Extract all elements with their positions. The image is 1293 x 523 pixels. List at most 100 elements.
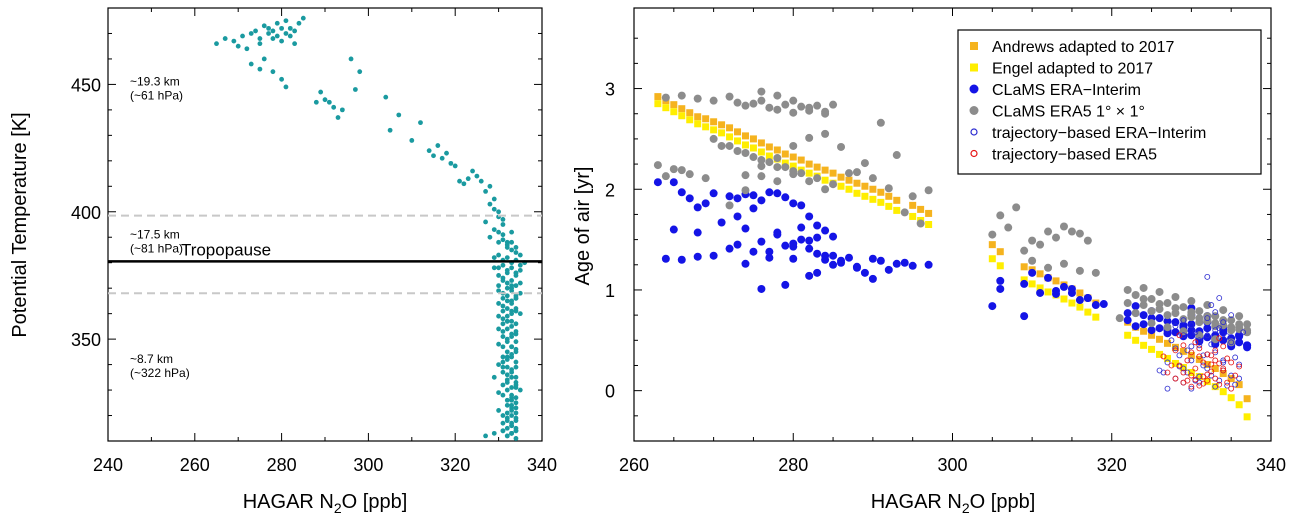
data-point xyxy=(504,425,510,431)
clams-point xyxy=(1171,293,1180,302)
clams-point xyxy=(1179,303,1188,312)
model-square-point xyxy=(1171,359,1179,367)
data-point xyxy=(496,408,501,413)
clams-point xyxy=(781,280,790,289)
clams-point xyxy=(1163,329,1172,338)
data-point xyxy=(222,36,228,41)
clams-point xyxy=(709,189,718,198)
data-point xyxy=(513,364,519,370)
trajectory-point xyxy=(1180,342,1187,349)
model-square-point xyxy=(765,152,773,160)
data-point xyxy=(500,217,506,222)
model-square-point xyxy=(757,148,765,156)
clams-point xyxy=(733,146,742,155)
data-point xyxy=(500,237,506,243)
x-tick-label: 240 xyxy=(93,455,123,475)
model-square-point xyxy=(1211,364,1219,372)
model-square-point xyxy=(1243,395,1251,403)
trajectory-point xyxy=(1236,375,1243,382)
trajectory-point xyxy=(1224,355,1231,362)
trajectory-point xyxy=(1176,362,1183,369)
clams-point xyxy=(797,102,806,111)
clams-point xyxy=(741,186,750,195)
y-tick-label: 0 xyxy=(605,382,615,402)
data-point xyxy=(513,250,519,255)
data-point xyxy=(292,28,298,34)
trajectory-point xyxy=(1216,335,1223,342)
x-tick-label: 340 xyxy=(1256,455,1286,475)
y-tick-label: 1 xyxy=(605,281,615,301)
clams-point xyxy=(789,141,798,150)
data-point xyxy=(509,288,515,294)
trajectory-point xyxy=(1196,353,1203,360)
clams-point xyxy=(789,96,798,105)
model-square-point xyxy=(1140,341,1148,349)
trajectory-point xyxy=(1180,317,1187,324)
data-point xyxy=(509,405,515,411)
data-point xyxy=(509,374,515,380)
model-square-point xyxy=(686,109,694,117)
data-point xyxy=(517,387,523,393)
clams-point xyxy=(1195,307,1204,316)
trajectory-point xyxy=(1212,309,1219,316)
data-point xyxy=(257,36,263,41)
data-point xyxy=(331,104,337,110)
trajectory-point xyxy=(1236,363,1243,370)
trajectory-point xyxy=(1192,365,1199,372)
data-point xyxy=(500,303,506,309)
trajectory-point xyxy=(1204,315,1211,322)
clams-point xyxy=(1099,300,1108,309)
x-tick-label: 300 xyxy=(937,455,967,475)
clams-point xyxy=(1012,203,1021,212)
data-point xyxy=(517,267,523,273)
trajectory-point xyxy=(1172,345,1179,352)
model-square-point xyxy=(877,188,885,196)
clams-point xyxy=(892,151,901,160)
clams-point xyxy=(1163,299,1172,308)
data-point xyxy=(465,176,471,182)
altitude-annotation: ~19.3 km xyxy=(130,74,180,88)
trajectory-point xyxy=(1212,327,1219,334)
data-point xyxy=(504,298,510,304)
trajectory-point xyxy=(1208,352,1215,359)
data-point xyxy=(491,196,497,202)
model-square-point xyxy=(773,146,781,154)
model-square-point xyxy=(1187,369,1195,377)
clams-point xyxy=(1155,287,1164,296)
clams-point xyxy=(805,236,814,245)
y-tick-label: 3 xyxy=(605,80,615,100)
clams-point xyxy=(765,188,774,197)
trajectory-point xyxy=(1200,359,1207,366)
clams-point xyxy=(789,242,798,251)
clams-point xyxy=(789,167,798,176)
clams-point xyxy=(844,253,853,262)
model-square-point xyxy=(805,169,813,177)
data-point xyxy=(439,155,445,161)
altitude-annotation: ~8.7 km xyxy=(130,352,173,366)
model-square-point xyxy=(813,163,821,171)
clams-point xyxy=(677,188,686,197)
model-square-point xyxy=(1227,375,1235,383)
data-point xyxy=(504,349,510,355)
clams-point xyxy=(876,256,885,265)
clams-point xyxy=(677,91,686,100)
model-square-point xyxy=(757,139,765,147)
clams-point xyxy=(852,262,861,271)
trajectory-point xyxy=(1176,332,1183,339)
data-point xyxy=(509,334,515,339)
data-point xyxy=(457,178,462,184)
data-point xyxy=(214,41,219,47)
clams-point xyxy=(757,284,766,293)
clams-point xyxy=(725,92,734,101)
legend-label: trajectory−based ERA5 xyxy=(992,147,1157,164)
clams-point xyxy=(996,211,1005,220)
model-square-point xyxy=(1219,388,1227,396)
clams-point xyxy=(884,184,893,193)
data-point xyxy=(470,168,475,174)
clams-point xyxy=(765,253,774,262)
trajectory-point xyxy=(1232,381,1239,388)
data-point xyxy=(287,33,293,39)
x-tick-label: 280 xyxy=(267,455,297,475)
model-square-point xyxy=(861,192,869,200)
data-point xyxy=(313,99,319,105)
